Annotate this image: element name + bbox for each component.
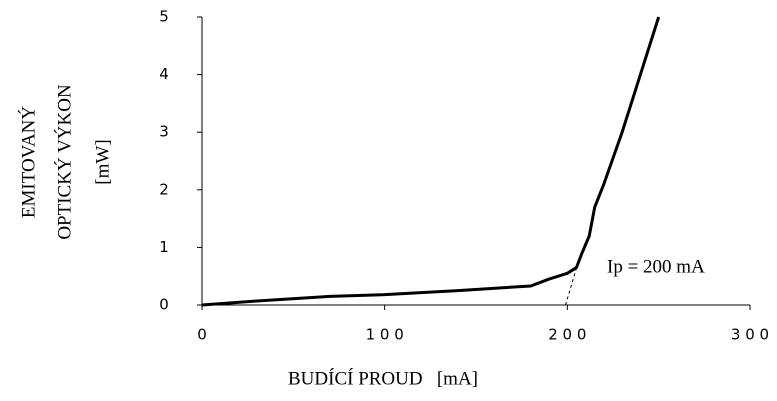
extrapolation-line [565,261,579,306]
x-axis-label: BUDÍCÍ PROUD [mA] [288,367,478,389]
y-tick-label: 4 [159,65,169,83]
x-tick-label: 1 0 0 [366,326,404,344]
x-tick-label: 3 0 0 [731,326,769,344]
y-axis-label: OPTICKÝ VÝKON [53,84,75,240]
y-axis-label: [mW] [92,139,113,184]
y-tick-label: 2 [159,180,169,198]
y-tick-label: 0 [159,296,169,314]
y-axis-label: EMITOVANÝ [17,106,39,219]
x-tick-label: 0 [197,326,207,344]
x-tick-label: 2 0 0 [548,326,586,344]
y-tick-label: 1 [159,238,169,256]
y-tick-label: 5 [159,8,169,26]
annotation: Ip = 200 mA [607,256,705,277]
y-tick-label: 3 [159,123,169,141]
data-line [201,16,661,307]
